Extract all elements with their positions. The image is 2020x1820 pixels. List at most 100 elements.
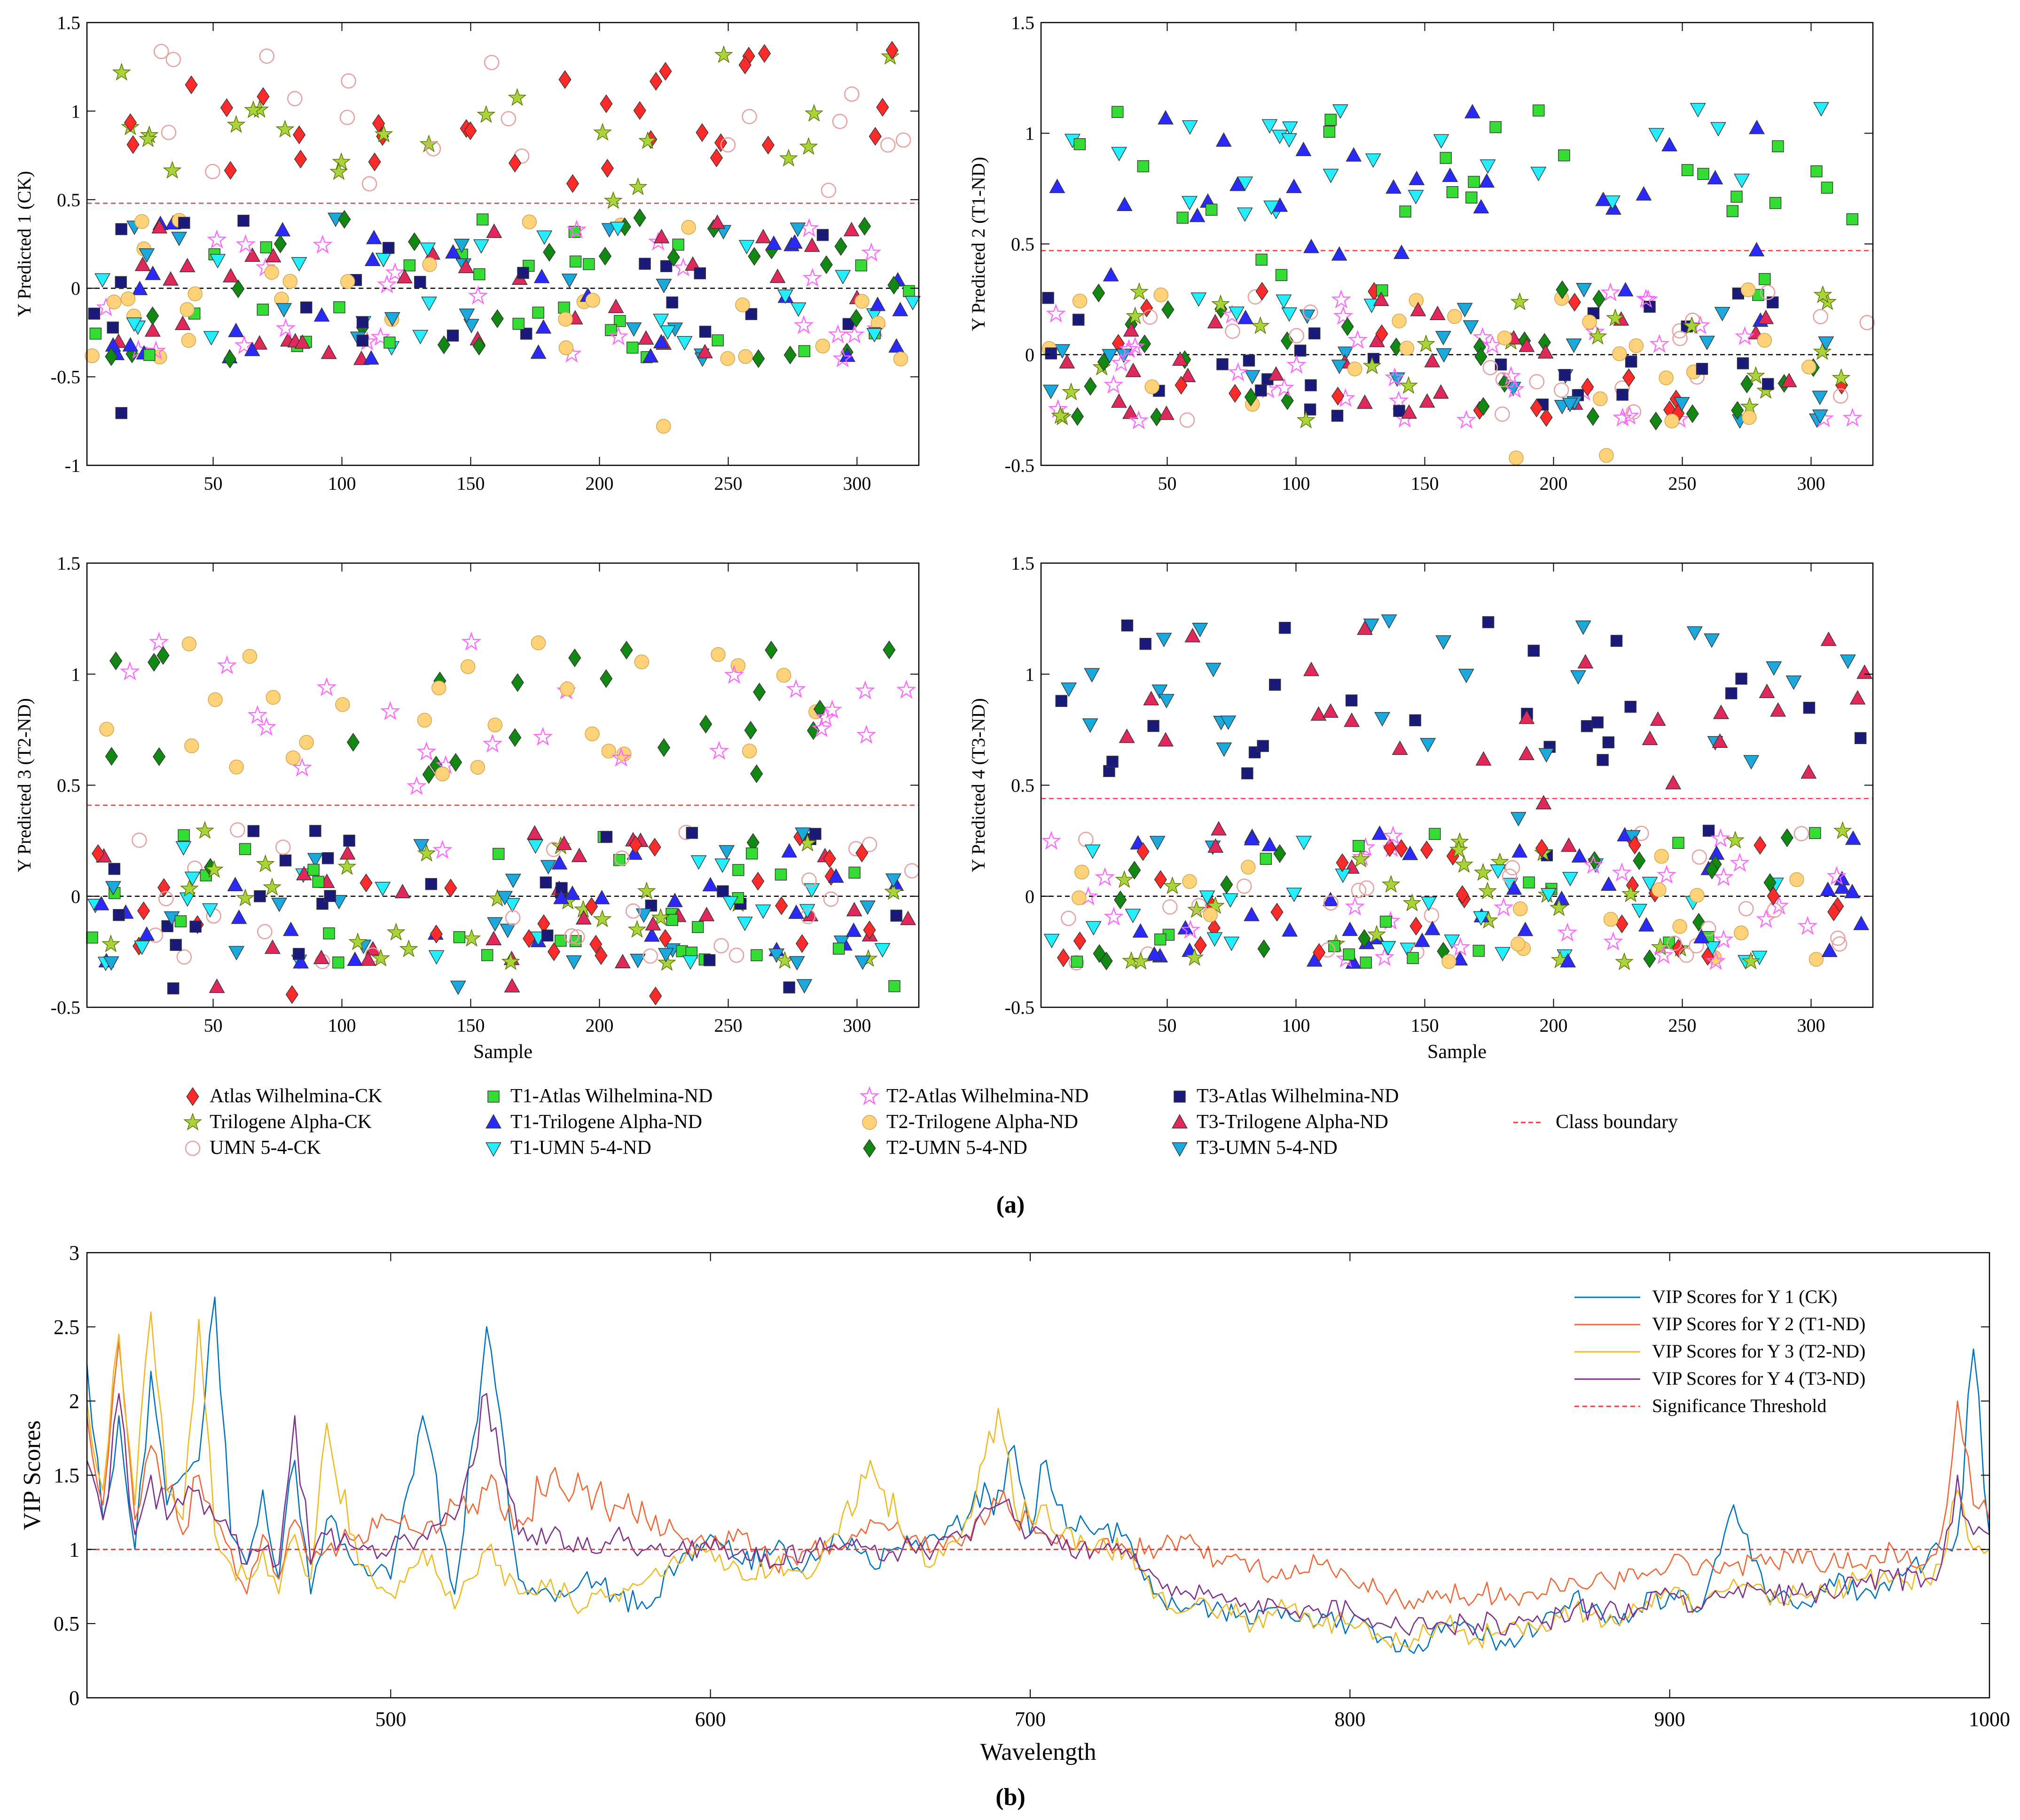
point-t3_atlas <box>279 854 292 867</box>
point-t1_atlas <box>143 349 156 361</box>
point-t3_atlas <box>316 898 329 910</box>
vip-x-tick-label: 600 <box>695 1708 726 1731</box>
y-tick-label: 1 <box>1025 123 1034 144</box>
point-t1_atlas <box>512 318 525 330</box>
point-t2_umn <box>883 640 896 659</box>
point-t1_trilogene <box>766 235 782 250</box>
point-t3_atlas <box>446 329 459 342</box>
y-tick-label: -0.5 <box>1005 997 1034 1018</box>
point-umn_ck <box>501 111 517 126</box>
point-t2_trilogene <box>1809 952 1824 967</box>
point-t3_trilogene <box>1392 740 1408 755</box>
point-t3_umn <box>540 860 556 875</box>
point-trilogene_ck <box>1833 821 1852 839</box>
y-tick-label: 0 <box>71 278 80 299</box>
point-t1_trilogene <box>869 296 886 311</box>
point-t1_umn <box>1473 911 1489 926</box>
legend-label-t3_trilogene: T3-Trilogene Alpha-ND <box>1197 1111 1388 1133</box>
point-t3_umn <box>1374 712 1391 727</box>
point-t1_atlas <box>1260 853 1272 865</box>
vip-y-tick-label: 1.5 <box>54 1464 79 1487</box>
point-t2_atlas <box>608 326 629 345</box>
point-t1_atlas <box>257 304 269 316</box>
point-t3_umn <box>1840 654 1856 669</box>
point-umn_ck <box>484 55 500 71</box>
point-umn_ck <box>176 949 192 965</box>
point-t3_umn <box>105 881 121 896</box>
point-trilogene_ck <box>462 929 481 947</box>
point-atlas_ck <box>1568 292 1581 312</box>
point-t1_umn <box>1562 871 1578 886</box>
point-t3_atlas <box>540 876 552 889</box>
point-t1_trilogene <box>1286 179 1302 193</box>
point-t2_trilogene <box>181 333 196 348</box>
point-t3_trilogene <box>339 845 356 860</box>
point-t3_trilogene <box>1475 751 1492 766</box>
point-t3_atlas <box>1854 732 1867 744</box>
point-t3_umn <box>1570 670 1586 685</box>
point-t1_umn <box>1365 153 1381 168</box>
legend-label-t1_umn: T1-UMN 5-4-ND <box>510 1137 651 1159</box>
point-t1_atlas <box>1523 876 1535 889</box>
point-t3_trilogene <box>755 228 771 243</box>
point-t2_umn <box>422 765 435 784</box>
point-t2_trilogene <box>184 738 199 753</box>
point-t2_atlas <box>207 229 227 249</box>
point-t2_atlas <box>370 327 391 346</box>
point-t2_atlas <box>1603 931 1623 951</box>
scatter-plot-y4: 50 100 150 200 250 300 -0.5 0 0.5 1 1.5 Y Predicted… <box>968 553 1874 1063</box>
point-t1_umn <box>184 871 201 886</box>
point-t3_trilogene <box>1665 775 1682 790</box>
point-t1_atlas <box>775 868 787 881</box>
vip-legend-label-5: Significance Threshold <box>1652 1395 1826 1416</box>
point-atlas_ck <box>1383 838 1396 857</box>
point-t1_umn <box>1111 147 1127 162</box>
point-t3_umn <box>566 955 582 970</box>
point-t3_umn <box>1205 663 1221 677</box>
point-t3_umn <box>1054 344 1071 359</box>
point-t3_umn <box>1818 336 1834 351</box>
point-t1_atlas <box>178 829 190 841</box>
point-t3_atlas <box>115 407 127 419</box>
point-t2_atlas <box>856 724 877 744</box>
point-trilogene_ck <box>180 879 199 897</box>
point-t1_umn <box>610 221 626 236</box>
point-t3_trilogene <box>209 978 225 993</box>
point-t1_trilogene <box>1303 238 1319 253</box>
point-t2_umn <box>1161 300 1174 319</box>
point-trilogene_ck <box>1615 952 1634 970</box>
point-t1_trilogene <box>1244 831 1260 846</box>
point-t3_trilogene <box>1158 405 1174 420</box>
point-t3_umn <box>885 873 901 888</box>
point-t3_trilogene <box>1713 705 1729 719</box>
point-t2_trilogene <box>1497 330 1512 345</box>
panel-b: 500 600 700 800 900 1000 0 0.5 1 1.5 2 2.5 3 Waveleng… <box>19 1241 2010 1765</box>
point-trilogene_ck <box>593 909 612 927</box>
point-atlas_ck <box>1581 377 1594 397</box>
legend-marker-t1_atlas <box>487 1090 500 1103</box>
point-umn_ck <box>161 125 177 141</box>
point-t1_atlas <box>1323 126 1336 138</box>
point-trilogene_ck <box>603 191 623 209</box>
point-t1_trilogene <box>282 921 299 936</box>
point-t2_umn <box>765 641 778 659</box>
point-t3_atlas <box>1308 327 1321 339</box>
point-t1_trilogene <box>1571 848 1588 863</box>
point-t2_atlas <box>1826 866 1847 885</box>
point-t2_trilogene <box>1690 888 1705 903</box>
point-t3_umn <box>1456 303 1473 318</box>
point-t1_umn <box>1222 893 1238 908</box>
point-t2_atlas <box>1557 922 1578 942</box>
point-t2_trilogene <box>1392 314 1407 329</box>
point-trilogene_ck <box>244 100 263 118</box>
point-t1_atlas <box>746 847 758 860</box>
point-t2_atlas <box>1756 909 1776 928</box>
point-t2_trilogene <box>1599 448 1614 463</box>
point-t3_atlas <box>1762 378 1774 390</box>
point-t3_umn <box>1436 348 1452 363</box>
point-t2_umn <box>437 335 451 354</box>
point-t1_atlas <box>477 213 489 226</box>
x-tick-label: 200 <box>585 473 613 494</box>
point-t3_trilogene <box>645 916 661 931</box>
point-t1_umn <box>1229 306 1245 321</box>
